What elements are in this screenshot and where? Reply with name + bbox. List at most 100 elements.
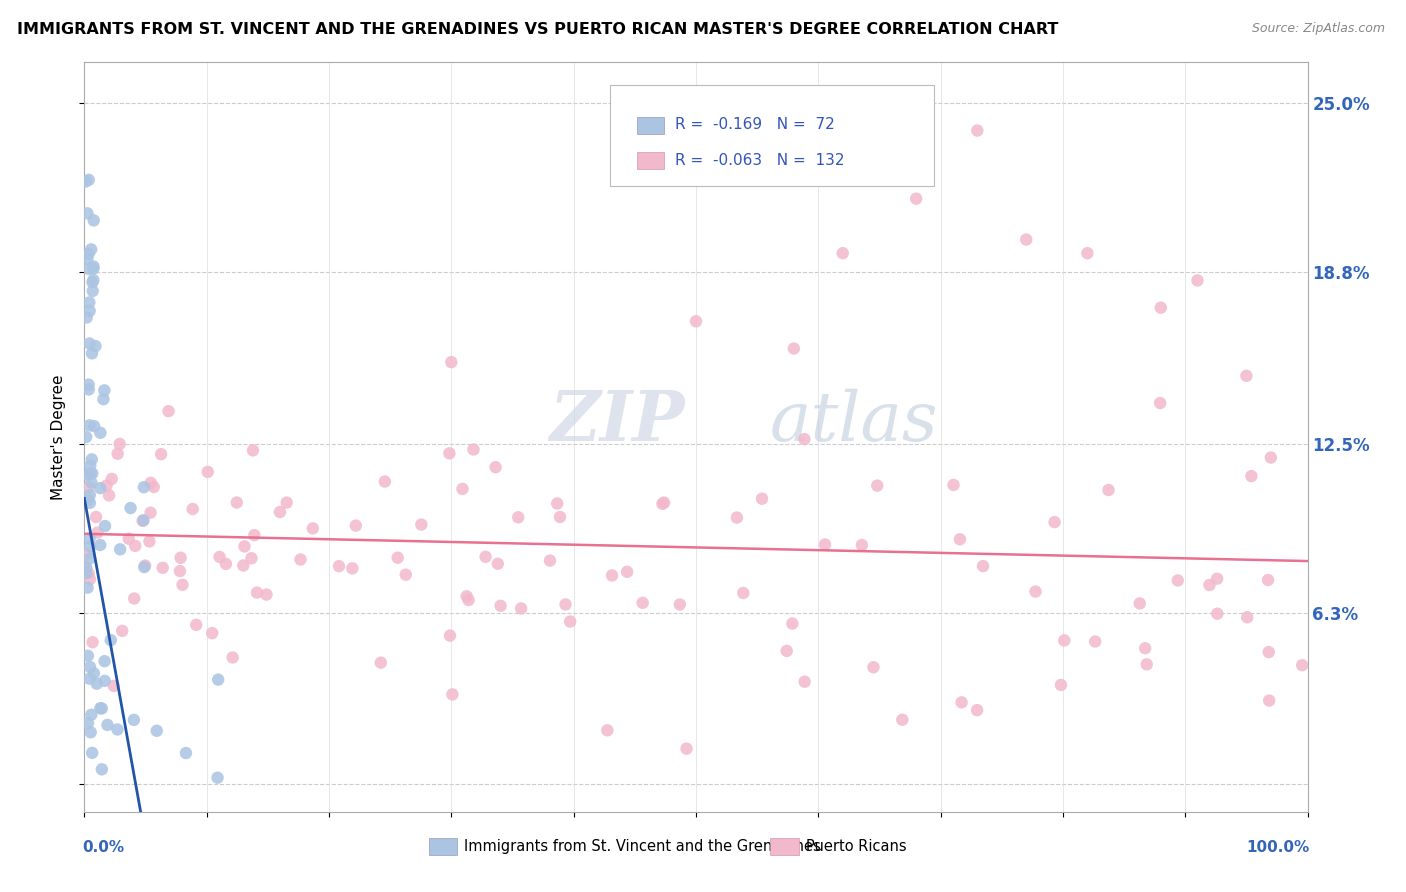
Point <box>560 615 582 629</box>
Point <box>93 384 115 398</box>
Point <box>77 262 100 277</box>
Point <box>174 746 197 760</box>
Point <box>1206 607 1229 621</box>
Point <box>344 518 367 533</box>
Point <box>79 303 101 318</box>
Point <box>456 589 478 603</box>
Point <box>596 723 619 738</box>
Point <box>82 635 104 649</box>
Point <box>76 310 98 325</box>
Point <box>831 246 853 260</box>
Point <box>441 688 464 702</box>
Point <box>120 501 142 516</box>
Text: ZIP: ZIP <box>550 388 685 456</box>
Point <box>631 596 654 610</box>
Point <box>84 339 107 353</box>
Point <box>240 551 263 566</box>
Point <box>82 275 104 289</box>
Point <box>725 510 748 524</box>
Point <box>510 601 533 615</box>
Point <box>457 593 479 607</box>
Point <box>197 465 219 479</box>
Point <box>342 561 364 575</box>
Point <box>851 538 873 552</box>
Point <box>489 599 512 613</box>
Point <box>950 695 973 709</box>
Point <box>484 460 506 475</box>
Point <box>652 495 675 509</box>
Point <box>84 510 107 524</box>
Point <box>1136 657 1159 672</box>
Point <box>79 467 101 481</box>
Point <box>83 419 105 434</box>
Point <box>290 552 312 566</box>
Point <box>685 314 707 328</box>
Point <box>82 467 104 481</box>
Point <box>782 616 804 631</box>
Point <box>79 488 101 502</box>
Point <box>966 123 988 137</box>
Point <box>79 458 101 473</box>
Point <box>776 644 799 658</box>
Point <box>949 533 972 547</box>
Point <box>508 510 530 524</box>
Point <box>79 551 101 566</box>
Point <box>77 383 100 397</box>
Point <box>89 701 111 715</box>
Point <box>1129 596 1152 610</box>
Point <box>942 478 965 492</box>
Point <box>243 528 266 542</box>
Point <box>1024 584 1046 599</box>
Point <box>370 656 392 670</box>
Point <box>215 557 238 571</box>
Point <box>276 495 298 509</box>
Point <box>242 443 264 458</box>
Point <box>1050 678 1073 692</box>
Point <box>186 617 208 632</box>
Point <box>79 336 101 351</box>
Point <box>1084 634 1107 648</box>
Point <box>80 346 103 360</box>
Point <box>225 495 247 509</box>
Point <box>89 481 111 495</box>
Point <box>75 547 97 561</box>
Point <box>387 550 409 565</box>
Point <box>82 284 104 298</box>
Point <box>142 480 165 494</box>
Point <box>1015 233 1038 247</box>
Point <box>90 701 112 715</box>
Point <box>1240 469 1263 483</box>
Point <box>600 568 623 582</box>
Point <box>132 513 155 527</box>
Point <box>675 741 697 756</box>
Point <box>905 192 928 206</box>
Point <box>439 629 461 643</box>
Text: Source: ZipAtlas.com: Source: ZipAtlas.com <box>1251 22 1385 36</box>
Point <box>80 475 103 490</box>
Point <box>139 506 162 520</box>
Point <box>207 771 229 785</box>
Point <box>83 260 105 274</box>
Point <box>79 496 101 510</box>
Point <box>866 478 889 492</box>
Point <box>77 492 100 507</box>
Point <box>80 452 103 467</box>
Point <box>152 561 174 575</box>
Text: 0.0%: 0.0% <box>82 840 124 855</box>
Point <box>77 480 100 494</box>
Point <box>76 206 98 220</box>
Point <box>77 377 100 392</box>
Point <box>82 746 104 760</box>
Point <box>972 559 994 574</box>
Point <box>233 540 256 554</box>
Point <box>793 432 815 446</box>
Point <box>256 588 278 602</box>
Point <box>1236 610 1258 624</box>
Point <box>83 213 105 227</box>
Point <box>439 446 461 460</box>
Point <box>232 558 254 573</box>
Point <box>301 521 323 535</box>
Point <box>93 392 115 407</box>
Point <box>486 557 509 571</box>
Text: R =  -0.063   N =  132: R = -0.063 N = 132 <box>675 153 845 168</box>
